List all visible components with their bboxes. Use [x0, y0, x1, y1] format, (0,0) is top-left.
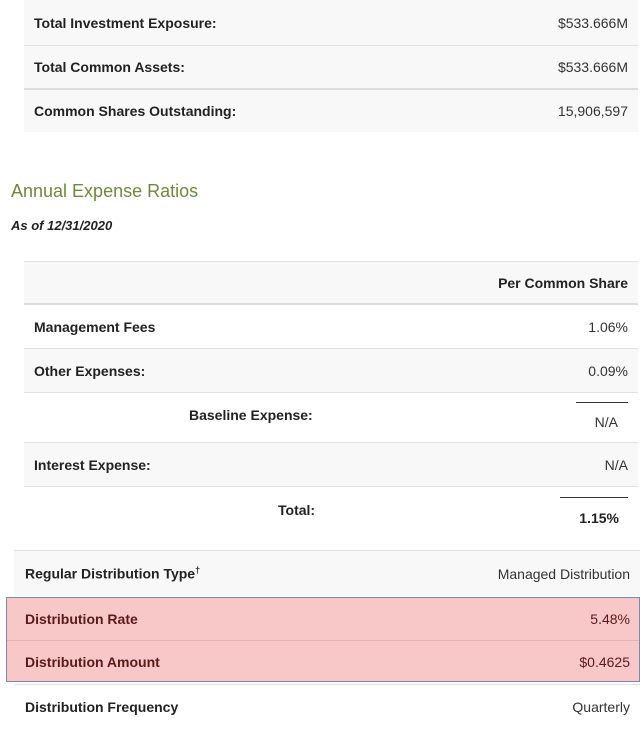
row-label: Distribution Frequency	[25, 699, 179, 715]
row-label: Other Expenses:	[34, 362, 146, 379]
row-value: $0.4625	[579, 653, 630, 670]
row-value: $533.666M	[557, 14, 628, 31]
row-label: Distribution Amount	[25, 653, 160, 670]
total-line	[560, 497, 628, 498]
divider	[24, 45, 638, 46]
highlight-box	[6, 597, 640, 682]
divider	[24, 392, 638, 393]
divider	[7, 640, 639, 641]
row-value: 5.48%	[590, 611, 630, 627]
column-header: Per Common Share	[498, 274, 628, 291]
common-shares-outstanding-row: Common Shares Outstanding: 15,906,597	[24, 90, 638, 132]
row-label: Total Investment Exposure:	[34, 14, 217, 31]
row-value: 0.09%	[588, 362, 628, 379]
other-expenses-row: Other Expenses: 0.09%	[24, 349, 638, 392]
section-heading: Annual Expense Ratios	[11, 181, 199, 201]
distribution-rate-row: Distribution Rate 5.48%	[14, 598, 640, 640]
interest-expense-row: Interest Expense: N/A	[24, 443, 638, 486]
distribution-frequency-row: Distribution Frequency Quarterly	[14, 685, 640, 729]
row-value: 1.06%	[588, 318, 628, 335]
row-label: Total Common Assets:	[34, 59, 185, 75]
divider	[24, 88, 638, 90]
row-label: Regular Distribution Type†	[25, 565, 201, 582]
row-value: N/A	[604, 456, 628, 473]
divider	[24, 486, 638, 487]
row-label: Baseline Expense:	[189, 407, 313, 423]
row-value: Quarterly	[572, 699, 630, 715]
divider	[24, 303, 638, 305]
expense-header-row: Per Common Share	[24, 262, 638, 303]
total-investment-exposure-row: Total Investment Exposure: $533.666M	[24, 0, 638, 45]
divider	[24, 261, 638, 262]
baseline-expense-row: Baseline Expense: N/A	[24, 393, 638, 442]
row-label: Common Shares Outstanding:	[34, 103, 237, 119]
row-value: 1.15%	[579, 510, 619, 526]
distribution-type-row: Regular Distribution Type† Managed Distr…	[14, 551, 640, 596]
as-of-date: As of 12/31/2020	[11, 218, 113, 233]
divider	[24, 348, 638, 349]
row-value: $533.666M	[557, 59, 628, 75]
divider	[14, 684, 640, 685]
dagger-marker: †	[195, 565, 201, 576]
management-fees-row: Management Fees 1.06%	[24, 305, 638, 348]
row-label: Interest Expense:	[34, 456, 151, 473]
row-label: Management Fees	[34, 318, 156, 335]
divider	[24, 442, 638, 443]
row-label: Total:	[278, 502, 316, 518]
subtotal-line	[576, 402, 628, 403]
row-value: 15,906,597	[557, 103, 628, 119]
divider	[14, 550, 640, 551]
row-value: N/A	[594, 414, 618, 430]
distribution-amount-row: Distribution Amount $0.4625	[14, 641, 640, 682]
total-row: Total: 1.15%	[24, 487, 638, 541]
row-label: Distribution Rate	[25, 611, 138, 627]
row-value: Managed Distribution	[497, 565, 630, 582]
total-common-assets-row: Total Common Assets: $533.666M	[24, 46, 638, 88]
